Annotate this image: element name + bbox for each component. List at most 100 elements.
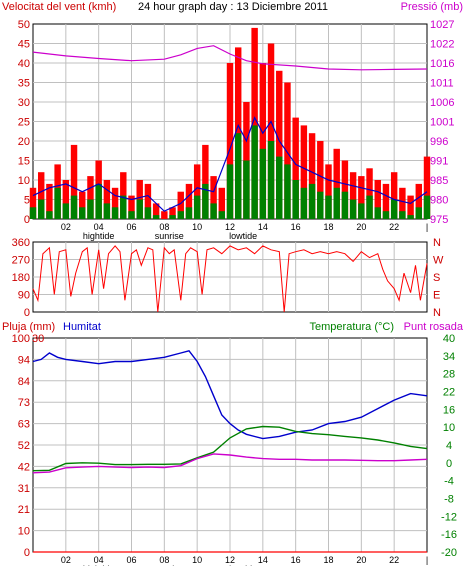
dewpoint-axis-label: Punt rosada <box>404 321 464 333</box>
wind-gust-bar <box>399 187 406 219</box>
wind-tick-label: 30 <box>18 97 30 109</box>
wind-min-bar <box>292 180 299 219</box>
pressure-tick-label: 1016 <box>430 58 454 70</box>
wind-avg-line <box>32 116 428 212</box>
wind-min-bar <box>144 207 152 219</box>
wind-min-bar <box>259 148 267 219</box>
humidity-axis-label: Humitat <box>63 321 101 333</box>
weather-axis-event-label: hightide <box>83 564 115 566</box>
temperature-tick-label: -16 <box>441 529 457 541</box>
wind-min-bar <box>202 183 209 219</box>
humidity-tick-label: 94 <box>18 354 30 366</box>
wind-min-bar <box>358 203 365 219</box>
humidity-tick-label: 0 <box>24 547 30 559</box>
weather-axis-hour-tick: 04 <box>94 555 104 565</box>
wind-gust-bar <box>218 187 226 219</box>
temperature-tick-label: 0 <box>446 458 452 470</box>
wind-axis-hour-tick: 16 <box>291 222 301 232</box>
wind-gust-bar <box>46 183 53 219</box>
pressure-tick-label: 1001 <box>430 117 454 129</box>
wind-axis-hour-tick: | <box>426 222 428 232</box>
wind-min-bar <box>399 211 406 219</box>
pressure-tick-label: 996 <box>430 136 448 148</box>
temperature-tick-label: 34 <box>443 351 455 363</box>
weather-axis-hour-tick: 08 <box>159 555 169 565</box>
wind-gust-bar <box>423 156 431 219</box>
wind-axis-hour-tick: 04 <box>94 222 104 232</box>
wind-gust-bar <box>161 211 168 219</box>
temperature-tick-label: 10 <box>443 422 455 434</box>
wind-min-bar <box>366 195 373 219</box>
wind-gust-bar <box>62 180 70 219</box>
wind-gust-bar <box>103 180 111 219</box>
compass-tick-label: S <box>433 272 440 284</box>
temperature-tick-label: -4 <box>444 476 454 488</box>
wind-min-bar <box>177 211 184 219</box>
wind-min-bar <box>79 207 86 219</box>
wind-min-bar <box>300 187 308 219</box>
wind-tick-label: 10 <box>18 175 30 187</box>
weather-axis-hour-tick: 12 <box>225 555 235 565</box>
rain-axis-label: Pluja (mm) <box>2 321 55 333</box>
wind-min-bar <box>333 187 340 219</box>
wind-gust-bar <box>341 160 349 219</box>
wind-min-bar <box>152 215 160 219</box>
wind-gust-bar <box>177 191 184 219</box>
wind-gust-bar <box>317 141 324 219</box>
wind-min-bar <box>226 164 234 219</box>
wind-min-bar <box>95 183 102 219</box>
weather-axis-hour-tick: | <box>426 555 428 565</box>
wind-gust-bar <box>251 27 258 220</box>
wind-min-bar <box>193 195 201 219</box>
wind-axis-hour-tick: 18 <box>323 222 333 232</box>
humidity-tick-label: 73 <box>18 397 30 409</box>
temperature-line <box>32 425 428 472</box>
wind-min-bar <box>37 199 45 219</box>
wind-tick-label: 45 <box>18 39 30 51</box>
wind-min-bar <box>218 211 226 219</box>
temperature-tick-label: 16 <box>443 404 455 416</box>
direction-tick-label: 0 <box>24 307 30 319</box>
pressure-tick-label: 991 <box>430 156 448 168</box>
wind-gust-bar <box>37 172 45 219</box>
temperature-tick-label: -8 <box>444 494 454 506</box>
humidity-tick-label: 31 <box>18 483 30 495</box>
wind-min-bar <box>70 195 78 219</box>
wind-gust-bar <box>210 176 217 219</box>
temperature-tick-label: -12 <box>441 511 457 523</box>
temperature-tick-label: -20 <box>441 547 457 559</box>
wind-gust-bar <box>300 125 308 219</box>
pressure-tick-label: 1006 <box>430 97 454 109</box>
wind-tick-label: 40 <box>18 58 30 70</box>
compass-tick-label: E <box>433 290 440 302</box>
wind-gust-bar <box>358 176 365 219</box>
wind-axis-event-label: hightide <box>83 231 115 241</box>
wind-axis-hour-tick: 20 <box>356 222 366 232</box>
humidity-tick-label: 10 <box>18 526 30 538</box>
wind-min-bar <box>415 207 423 219</box>
wind-tick-label: 20 <box>18 136 30 148</box>
pressure-tick-label: 980 <box>430 195 448 207</box>
wind-gust-bar <box>169 207 176 219</box>
weather-axis-hour-tick: 06 <box>126 555 136 565</box>
wind-tick-label: 50 <box>18 19 30 31</box>
data-marks <box>29 27 431 553</box>
wind-min-bar <box>308 183 316 219</box>
direction-tick-label: 270 <box>12 255 30 267</box>
wind-min-bar <box>317 191 324 219</box>
wind-gust-bar <box>152 203 160 219</box>
temperature-tick-label: 22 <box>443 387 455 399</box>
weather-axis-event-label: lowtide <box>229 564 257 566</box>
rain-tick-label: 30 <box>32 333 44 345</box>
wind-direction-line <box>32 245 428 313</box>
wind-gust-bar <box>29 187 37 219</box>
wind-min-bar <box>62 203 70 219</box>
humidity-tick-label: 63 <box>18 419 30 431</box>
wind-axis-event-label: lowtide <box>229 231 257 241</box>
wind-gust-bar <box>202 144 209 219</box>
wind-tick-label: 0 <box>24 214 30 226</box>
wind-min-bar <box>390 199 398 219</box>
wind-gust-bar <box>415 183 423 219</box>
chart-title: 24 hour graph day : 13 Diciembre 2011 <box>138 1 328 13</box>
